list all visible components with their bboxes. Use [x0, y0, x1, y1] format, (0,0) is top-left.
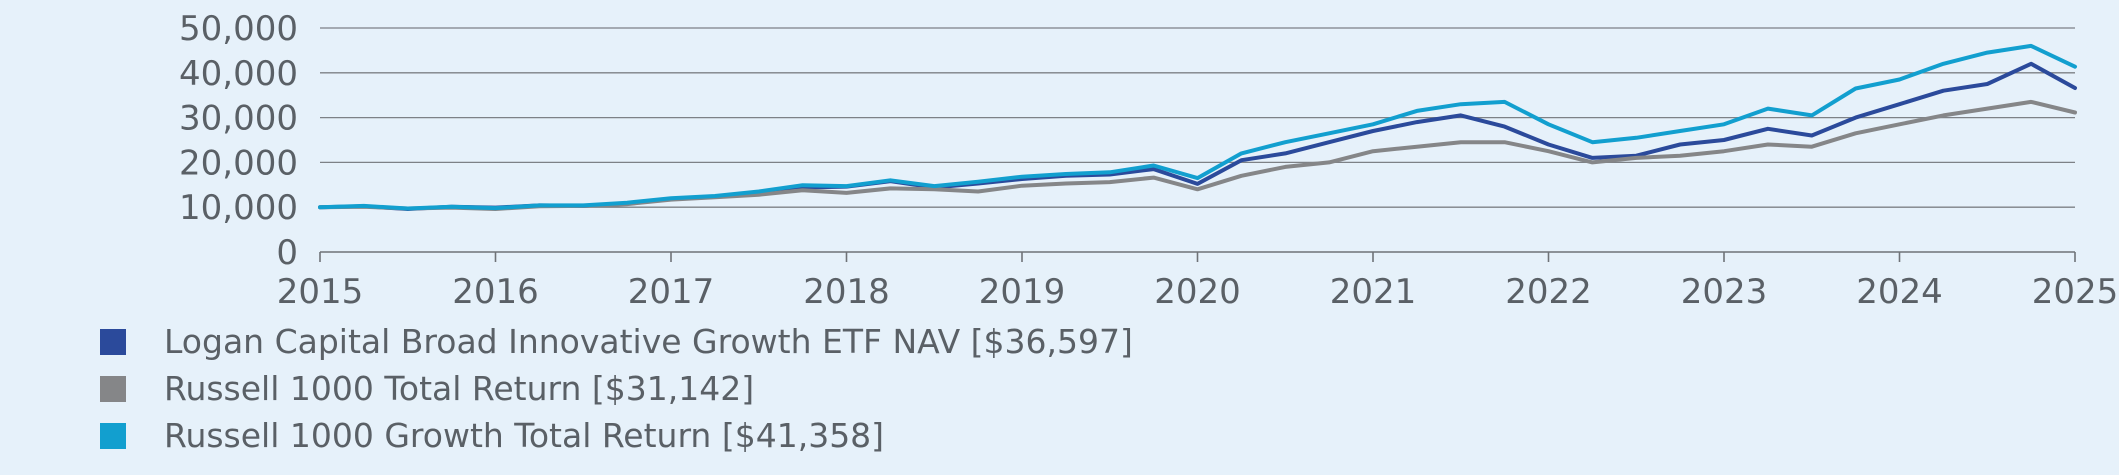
x-tick-label: 2022: [1505, 272, 1592, 312]
y-tick-label: 10,000: [179, 188, 298, 228]
legend-item-russell-1000-growth: Russell 1000 Growth Total Return [$41,35…: [100, 412, 1133, 459]
series-line-2: [318, 43, 2077, 211]
legend-swatch-logan: [100, 328, 126, 355]
x-tick-label: 2023: [1681, 272, 1768, 312]
x-tick-label: 2018: [803, 272, 890, 312]
x-tick-label: 2024: [1856, 272, 1943, 312]
y-tick-label: 50,000: [179, 9, 298, 49]
legend-swatch-russell-1000-growth: [100, 422, 126, 449]
legend-swatch-russell-1000: [100, 375, 126, 402]
x-tick-label: 2015: [277, 272, 364, 312]
series-layer: [318, 43, 2077, 211]
y-tick-label: 40,000: [179, 54, 298, 94]
legend-label-russell-1000: Russell 1000 Total Return [$31,142]: [164, 369, 755, 408]
legend: Logan Capital Broad Innovative Growth ET…: [100, 318, 1133, 459]
y-tick-label: 0: [276, 233, 298, 273]
legend-label-russell-1000-growth: Russell 1000 Growth Total Return [$41,35…: [164, 416, 885, 455]
x-tick-label: 2016: [452, 272, 539, 312]
x-tick-label: 2025: [2032, 272, 2119, 312]
x-tick-label: 2021: [1330, 272, 1417, 312]
legend-item-russell-1000: Russell 1000 Total Return [$31,142]: [100, 365, 1133, 412]
legend-item-logan: Logan Capital Broad Innovative Growth ET…: [100, 318, 1133, 365]
legend-label-logan: Logan Capital Broad Innovative Growth ET…: [164, 322, 1133, 361]
grid-layer: [320, 27, 2075, 208]
x-tick-label: 2020: [1154, 272, 1241, 312]
y-tick-label: 30,000: [179, 99, 298, 139]
x-tick-label: 2019: [979, 272, 1066, 312]
y-tick-label: 20,000: [179, 143, 298, 183]
x-tick-label: 2017: [628, 272, 715, 312]
